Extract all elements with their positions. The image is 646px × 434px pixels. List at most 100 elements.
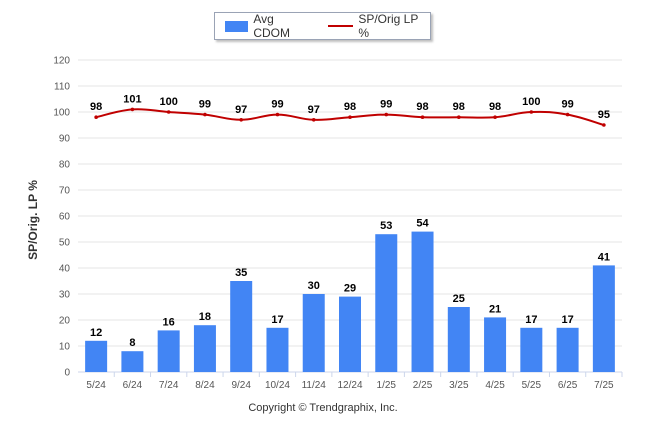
- x-tick-label: 3/25: [449, 380, 469, 391]
- bar-data-label: 30: [308, 280, 320, 292]
- line-point: [565, 112, 570, 117]
- legend-line-swatch: [328, 25, 354, 27]
- bar-data-label: 41: [598, 251, 610, 263]
- bar: [375, 234, 398, 372]
- bar: [157, 330, 180, 372]
- bar-data-label: 21: [489, 303, 501, 315]
- line-data-label: 95: [598, 109, 610, 121]
- bar: [411, 231, 434, 372]
- line-point: [275, 112, 280, 117]
- line-data-label: 99: [199, 99, 211, 111]
- legend-line-label: SP/Orig LP %: [358, 12, 419, 40]
- bar-data-label: 18: [199, 311, 211, 323]
- x-tick-label: 5/25: [522, 380, 542, 391]
- line-data-label: 97: [235, 104, 247, 116]
- y-tick-label: 60: [59, 212, 71, 223]
- legend-bar-label: Avg CDOM: [253, 12, 290, 40]
- line-data-label: 98: [489, 101, 501, 113]
- line-point: [94, 115, 98, 119]
- legend: Avg CDOM SP/Orig LP %: [214, 12, 431, 40]
- bar-data-labels: 12 8 16 18 35 17 30 29 53 54 25 21 17 17 41: [90, 218, 610, 350]
- line-point: [384, 112, 389, 117]
- copyright-text: Copyright © Trendgraphix, Inc.: [248, 402, 398, 414]
- y-tick-label: 0: [64, 368, 70, 379]
- bar-data-label: 29: [344, 283, 356, 295]
- legend-item-bar[interactable]: Avg CDOM: [215, 12, 312, 40]
- line-point: [166, 110, 171, 114]
- bar: [193, 325, 216, 372]
- x-tick-label: 5/24: [86, 380, 106, 391]
- line-data-label: 98: [416, 101, 428, 113]
- line-point: [348, 115, 352, 119]
- line-point: [203, 112, 207, 117]
- bar: [339, 296, 361, 372]
- bar: [302, 294, 325, 372]
- bar: [592, 265, 615, 372]
- bar: [484, 317, 507, 372]
- x-tick-label: 11/24: [302, 380, 327, 391]
- line-data-label: 99: [380, 99, 392, 111]
- bar-data-label: 54: [416, 218, 429, 230]
- bar-series: [85, 231, 615, 372]
- bar-data-label: 17: [271, 314, 283, 326]
- bar-data-label: 8: [129, 337, 135, 349]
- line-point: [493, 115, 497, 119]
- line-data-label: 97: [308, 104, 320, 116]
- line-series: [94, 107, 606, 127]
- y-tick-label: 120: [53, 56, 70, 67]
- bar-data-label: 17: [561, 314, 573, 326]
- x-tick-label: 2/25: [413, 380, 433, 391]
- y-tick-label: 50: [59, 238, 71, 249]
- y-tick-label: 80: [59, 160, 71, 171]
- y-axis-title: SP/Orig. LP %: [26, 180, 40, 260]
- legend-item-line[interactable]: SP/Orig LP %: [312, 12, 430, 40]
- y-tick-label: 20: [59, 316, 71, 327]
- y-tick-label: 70: [59, 186, 71, 197]
- bar: [556, 327, 579, 372]
- bar-data-label: 16: [163, 316, 175, 328]
- bar: [266, 327, 289, 372]
- bar: [121, 351, 144, 372]
- y-tick-label: 10: [59, 342, 71, 353]
- legend-bar-swatch: [225, 20, 249, 32]
- line-point: [130, 107, 135, 112]
- x-tick-label: 6/25: [558, 380, 578, 391]
- line-data-label: 98: [453, 101, 465, 113]
- x-tick-label: 9/24: [231, 380, 251, 391]
- bar-data-label: 25: [453, 293, 465, 305]
- bar-data-label: 53: [380, 220, 392, 232]
- y-tick-label: 30: [59, 290, 71, 301]
- bar-data-label: 17: [525, 314, 537, 326]
- y-tick-labels: 0 10 20 30 40 50 60 70 80 90 100 110 120: [53, 56, 70, 379]
- line-data-label: 98: [90, 101, 102, 113]
- y-tick-label: 110: [54, 82, 70, 93]
- bar-data-label: 12: [90, 327, 102, 339]
- y-tick-label: 100: [53, 108, 70, 119]
- bar: [230, 281, 253, 372]
- line-data-label: 98: [344, 101, 356, 113]
- x-tick-label: 1/25: [377, 380, 397, 391]
- line-data-label: 99: [561, 99, 573, 111]
- x-tick-label: 7/25: [594, 380, 614, 391]
- line-point: [457, 115, 461, 119]
- line-point: [239, 118, 243, 122]
- line-data-label: 100: [522, 96, 540, 108]
- y-tick-label: 40: [59, 264, 71, 275]
- x-tick-label: 12/24: [337, 380, 362, 391]
- x-tick-label: 8/24: [195, 380, 215, 391]
- bar: [520, 327, 543, 372]
- line-data-label: 100: [159, 96, 177, 108]
- line-data-label: 99: [271, 99, 283, 111]
- line-point: [602, 123, 606, 127]
- line-point: [529, 110, 534, 114]
- x-tick-label: 7/24: [159, 380, 179, 391]
- x-tick-label: 4/25: [485, 380, 505, 391]
- line-data-labels: 98 101 100 99 97 99 97 98 99 98 98 98 100 99 95: [90, 93, 610, 121]
- bar: [447, 307, 470, 372]
- line-point: [311, 118, 316, 122]
- x-tick-label: 10/24: [265, 380, 290, 391]
- bar-data-label: 35: [235, 267, 247, 279]
- bar: [85, 340, 108, 372]
- x-tick-label: 6/24: [123, 380, 143, 391]
